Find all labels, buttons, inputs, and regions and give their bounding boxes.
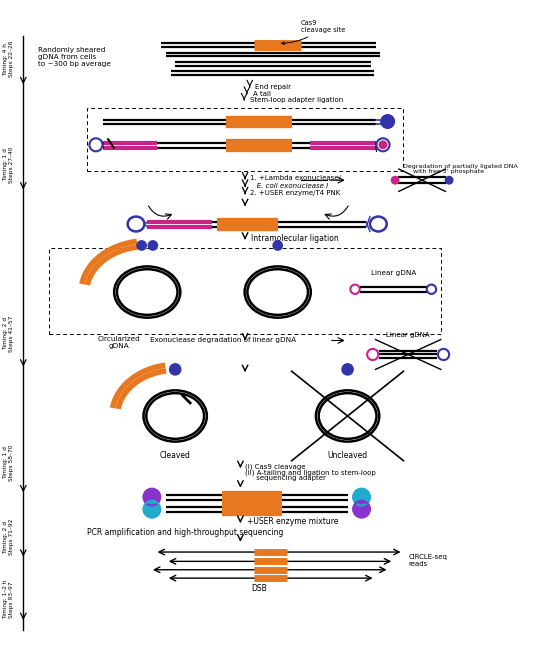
Ellipse shape xyxy=(129,218,142,229)
Circle shape xyxy=(170,364,181,375)
Text: E. coli exonuclease I: E. coli exonuclease I xyxy=(250,183,328,189)
Circle shape xyxy=(391,176,399,184)
Circle shape xyxy=(143,489,160,505)
Text: with free 5’ phosphate: with free 5’ phosphate xyxy=(413,169,484,174)
Circle shape xyxy=(342,364,353,375)
Text: Cas9
cleavage site: Cas9 cleavage site xyxy=(281,20,345,45)
Text: Timing: 2 d
Steps 71–92: Timing: 2 d Steps 71–92 xyxy=(3,519,14,555)
Text: DSB: DSB xyxy=(251,584,267,593)
Text: +USER enzyme mixture: +USER enzyme mixture xyxy=(247,517,338,526)
Circle shape xyxy=(381,115,394,128)
Circle shape xyxy=(353,501,370,517)
Circle shape xyxy=(143,501,160,517)
Circle shape xyxy=(353,489,370,505)
Text: Randomly sheared
gDNA from cells
to ~300 bp average: Randomly sheared gDNA from cells to ~300… xyxy=(38,47,111,67)
Text: Uncleaved: Uncleaved xyxy=(328,451,368,460)
Text: PCR amplification and high-throughput sequencing: PCR amplification and high-throughput se… xyxy=(86,528,283,537)
Text: Circularized
gDNA: Circularized gDNA xyxy=(98,336,141,349)
Text: sequencing adapter: sequencing adapter xyxy=(245,475,326,481)
Text: Intramolecular ligation: Intramolecular ligation xyxy=(251,235,338,243)
Text: Stem-loop adapter ligation: Stem-loop adapter ligation xyxy=(250,97,343,103)
Text: Timing: 1 d
Steps 58–70: Timing: 1 d Steps 58–70 xyxy=(3,444,14,481)
Text: Exonuclease degradation of linear gDNA: Exonuclease degradation of linear gDNA xyxy=(150,338,296,344)
Text: 1. +Lambda exonuclease/: 1. +Lambda exonuclease/ xyxy=(250,176,340,182)
Circle shape xyxy=(273,241,282,250)
Text: (ii) A-tailing and ligation to stem-loop: (ii) A-tailing and ligation to stem-loop xyxy=(245,469,376,476)
Text: Timing: 4 h
Steps 22–26: Timing: 4 h Steps 22–26 xyxy=(3,41,14,77)
Circle shape xyxy=(445,176,453,184)
Circle shape xyxy=(137,241,146,250)
Text: Timing: 1–2 h
Steps 93–97: Timing: 1–2 h Steps 93–97 xyxy=(3,580,14,619)
Text: (i) Cas9 cleavage: (i) Cas9 cleavage xyxy=(245,463,306,469)
Text: CIRCLE-seq
reads: CIRCLE-seq reads xyxy=(408,554,447,567)
Text: Cleaved: Cleaved xyxy=(159,451,191,460)
Text: 2. +USER enzyme/T4 PNK: 2. +USER enzyme/T4 PNK xyxy=(250,190,340,196)
Text: Linear gDNA: Linear gDNA xyxy=(386,332,430,338)
Text: Linear gDNA: Linear gDNA xyxy=(372,270,417,276)
Text: A tail: A tail xyxy=(252,90,271,96)
Circle shape xyxy=(148,241,157,250)
Text: Degradation of partially ligated DNA: Degradation of partially ligated DNA xyxy=(403,164,518,169)
Circle shape xyxy=(379,141,387,148)
Text: Timing: 1 d
Steps 27–40: Timing: 1 d Steps 27–40 xyxy=(3,146,14,183)
Text: End repair: End repair xyxy=(255,84,291,90)
Text: Timing: 2 d
Steps 41–57: Timing: 2 d Steps 41–57 xyxy=(3,316,14,352)
Ellipse shape xyxy=(372,218,385,229)
